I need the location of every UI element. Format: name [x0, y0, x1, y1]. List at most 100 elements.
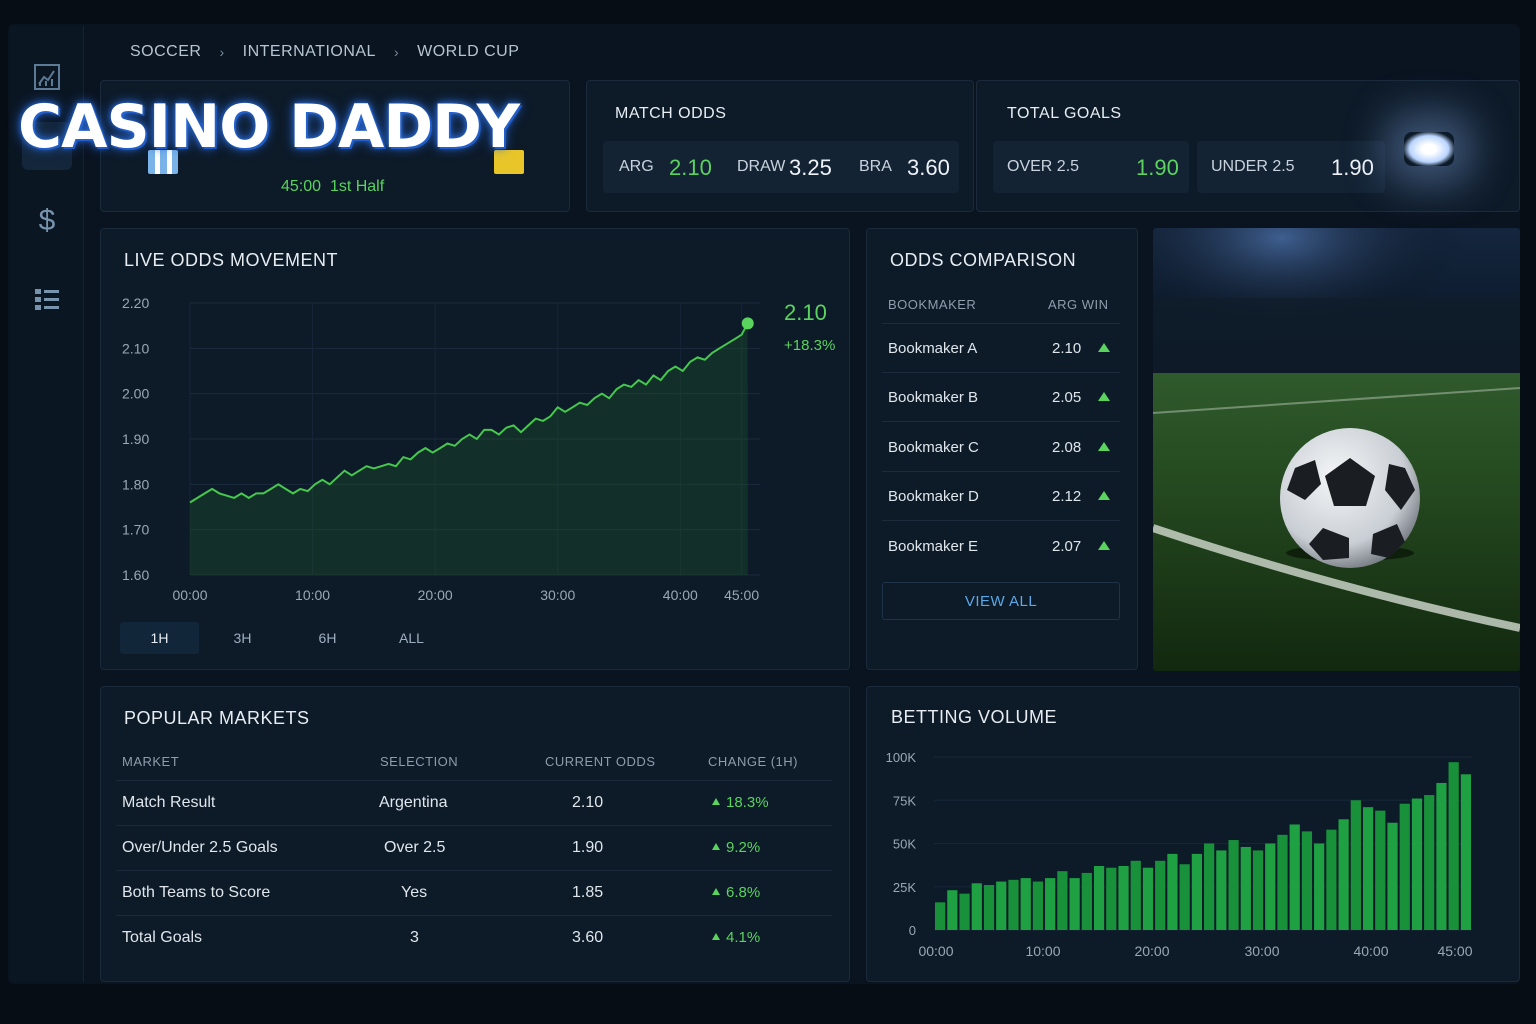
y-tick-label: 1.80 — [122, 476, 149, 492]
bookmaker-odds: 2.05 — [1052, 389, 1082, 406]
y-tick-label: 1.70 — [122, 522, 149, 538]
table-row[interactable]: Match Result Argentina 2.10 18.3% — [116, 780, 832, 825]
x-tick-label: 45:00 — [1437, 943, 1472, 959]
under-box[interactable]: UNDER 2.5 1.90 — [1197, 141, 1385, 193]
market-odds: 1.90 — [572, 839, 604, 856]
divider — [882, 323, 1120, 324]
volume-bar — [1216, 850, 1227, 930]
col-selection: SELECTION — [380, 754, 459, 769]
comparison-row[interactable]: Bookmaker C 2.08 — [882, 423, 1120, 472]
arrow-up-icon — [712, 843, 720, 850]
volume-bar — [1289, 824, 1300, 930]
odds-comparison-title: ODDS COMPARISON — [890, 250, 1077, 270]
market-name: Total Goals — [122, 929, 203, 946]
volume-bar — [971, 883, 982, 930]
market-selection: 3 — [410, 929, 419, 946]
match-period: 1st Half — [329, 178, 385, 195]
y-tick-label: 100K — [886, 750, 917, 765]
odds-line — [189, 322, 749, 504]
volume-bar — [1460, 774, 1471, 930]
view-all-button[interactable]: VIEW ALL — [882, 582, 1120, 620]
x-tick-label: 30:00 — [540, 587, 575, 603]
draw-odds[interactable]: 3.25 — [789, 155, 832, 180]
volume-bar — [1301, 831, 1313, 930]
arrow-up-icon — [712, 888, 720, 895]
bookmaker-odds: 2.12 — [1052, 488, 1082, 505]
volume-bar — [1326, 829, 1337, 930]
volume-bar — [1093, 865, 1105, 930]
timeframe-3h[interactable]: 3H — [233, 630, 252, 646]
home-label: ARG — [619, 158, 654, 175]
sidebar-item-list[interactable] — [22, 274, 72, 324]
volume-bar — [1069, 878, 1080, 930]
comparison-row[interactable]: Bookmaker A 2.10 — [882, 324, 1120, 373]
breadcrumb: SOCCER › INTERNATIONAL › WORLD CUP — [130, 43, 519, 61]
home-odds[interactable]: 2.10 — [669, 155, 712, 180]
volume-bar — [1191, 853, 1202, 930]
sidebar-item-live[interactable] — [22, 122, 72, 170]
breadcrumb-international[interactable]: INTERNATIONAL — [242, 43, 376, 60]
stadium-photo — [1153, 228, 1520, 671]
volume-bar — [1362, 807, 1374, 930]
breadcrumb-soccer[interactable]: SOCCER — [130, 43, 202, 60]
table-row[interactable]: Over/Under 2.5 Goals Over 2.5 1.90 9.2% — [116, 825, 832, 870]
volume-bar — [1057, 871, 1068, 930]
sidebar: $ — [10, 26, 84, 982]
live-odds-panel: LIVE ODDS MOVEMENT — [100, 228, 850, 670]
over-box[interactable]: OVER 2.5 1.90 — [993, 141, 1189, 193]
comparison-row[interactable]: Bookmaker D 2.12 — [882, 472, 1120, 521]
x-tick-label: 10:00 — [295, 587, 330, 603]
sidebar-item-betting[interactable]: $ — [22, 196, 72, 246]
over-odds: 1.90 — [1136, 155, 1179, 180]
timeframe-1h[interactable]: 1H — [120, 622, 199, 654]
col-bookmaker: BOOKMAKER — [888, 297, 977, 312]
arrow-up-icon — [712, 933, 720, 940]
arrow-up-icon — [1098, 343, 1110, 352]
market-name: Match Result — [122, 794, 216, 811]
volume-bar — [1130, 860, 1141, 930]
x-tick-label: 30:00 — [1244, 943, 1279, 959]
comparison-row[interactable]: Bookmaker E 2.07 — [882, 522, 1120, 571]
sidebar-item-chart[interactable] — [22, 52, 72, 102]
table-row[interactable]: Total Goals 3 3.60 4.1% — [116, 915, 832, 960]
current-odds-change: +18.3% — [784, 337, 836, 354]
watermark-logo: CASINO DADDY — [18, 92, 520, 162]
market-change: 9.2% — [726, 839, 761, 856]
current-odds-value: 2.10 — [784, 300, 827, 325]
stadium-light — [1404, 132, 1454, 166]
draw-label: DRAW — [737, 158, 786, 175]
breadcrumb-world-cup[interactable]: WORLD CUP — [417, 43, 520, 60]
volume-bar — [1118, 865, 1129, 930]
volume-bar — [1142, 867, 1154, 930]
volume-bar — [1081, 872, 1092, 930]
dollar-icon: $ — [38, 204, 56, 237]
market-odds: 1.85 — [572, 884, 604, 901]
volume-bar — [1204, 843, 1215, 930]
bookmaker-name: Bookmaker D — [888, 488, 979, 505]
volume-bar — [959, 893, 970, 930]
bookmaker-name: Bookmaker E — [888, 538, 979, 555]
match-odds-title: MATCH ODDS — [615, 105, 727, 122]
volume-bar — [1338, 819, 1349, 930]
timeframe-all[interactable]: ALL — [399, 630, 424, 646]
volume-bar — [1240, 846, 1251, 930]
away-odds[interactable]: 3.60 — [907, 155, 950, 180]
over-label: OVER 2.5 — [1007, 158, 1080, 175]
y-tick-label: 0 — [909, 923, 916, 938]
y-tick-label: 1.90 — [122, 431, 149, 447]
volume-bar — [1008, 879, 1019, 930]
volume-bar — [1387, 822, 1398, 930]
timeframe-6h[interactable]: 6H — [318, 630, 337, 646]
market-change: 6.8% — [726, 884, 761, 901]
table-row[interactable]: Both Teams to Score Yes 1.85 6.8% — [116, 870, 832, 915]
x-tick-label: 20:00 — [418, 587, 453, 603]
y-tick-label: 1.60 — [122, 567, 149, 583]
arrow-up-icon — [1098, 491, 1110, 500]
volume-bar — [996, 881, 1007, 930]
volume-bar — [1228, 840, 1239, 930]
volume-bar — [1399, 803, 1410, 930]
comparison-row[interactable]: Bookmaker B 2.05 — [882, 373, 1120, 422]
x-tick-label: 20:00 — [1134, 943, 1169, 959]
arrow-up-icon — [1098, 541, 1110, 550]
y-tick-label: 2.00 — [122, 386, 149, 402]
